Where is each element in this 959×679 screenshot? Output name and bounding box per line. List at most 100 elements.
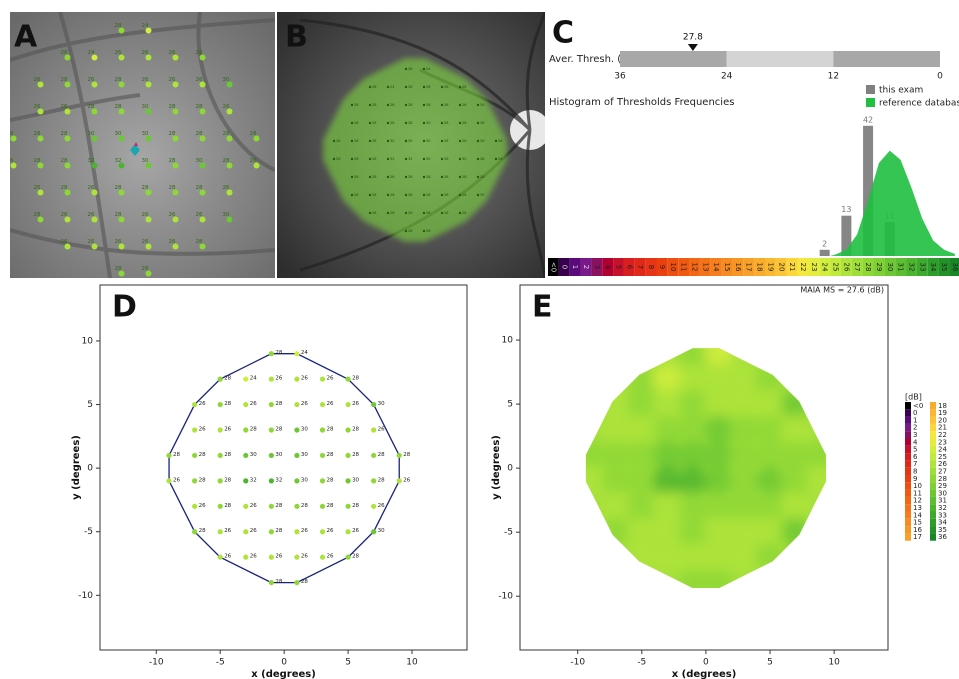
tick-label: 36 (614, 72, 626, 82)
point-label: 26 (250, 528, 257, 534)
threshold-value: 27.8 (683, 33, 703, 43)
contour-level (806, 465, 826, 496)
legend-label: 10 (913, 482, 922, 490)
contour-level (703, 348, 734, 368)
legend-label: 7 (913, 460, 917, 468)
stimulus-dot (404, 211, 408, 215)
test-point (345, 427, 351, 433)
legend-label: 24 (938, 446, 947, 454)
contour-level (652, 414, 683, 445)
contour-level (703, 517, 734, 548)
stimulus-dot (440, 139, 444, 143)
dot-label: 28 (408, 175, 412, 179)
legend-label: 17 (913, 533, 922, 541)
point-label: 28 (275, 503, 282, 509)
stimulus-dot (64, 108, 71, 115)
contour-level (626, 363, 657, 394)
legend-swatch (905, 467, 911, 475)
stimulus-dot (226, 189, 233, 196)
test-point (268, 529, 274, 535)
contour-level (678, 414, 709, 445)
test-point (319, 401, 326, 408)
test-point (268, 554, 274, 560)
overlay-b: 28 24 28 24 26 26 26 28 26 28 26 28 26 26 26 30 26 26 28 28… (323, 58, 507, 242)
dot-label: 28 (169, 185, 176, 191)
dot-label: 28 (408, 121, 412, 125)
stimulus-dot (118, 162, 125, 169)
legend-swatch (930, 482, 936, 490)
stimulus-dot (172, 189, 179, 196)
dot-label: 28 (196, 185, 203, 191)
stimulus-dot (440, 121, 444, 125)
x-axis-label: x (degrees) (251, 669, 316, 679)
stimulus-dot (37, 189, 44, 196)
histogram-bar (841, 215, 852, 256)
dot-label: 26 (34, 104, 41, 110)
contour-level (729, 440, 760, 471)
dot-label: 28 (61, 50, 68, 56)
stimulus-dot (145, 243, 152, 250)
scale-cell (678, 258, 690, 276)
contour-level (626, 389, 657, 420)
test-point (371, 478, 377, 484)
point-label: 28 (327, 452, 334, 458)
dot-label: 26 (462, 193, 466, 197)
dot-label: 26 (354, 121, 358, 125)
scale-label: 8 (647, 265, 655, 269)
stimulus-dot (118, 216, 125, 223)
scale-cell (634, 258, 646, 276)
test-point (268, 427, 274, 433)
contour-level (678, 363, 709, 394)
x-tick-label: 5 (767, 658, 773, 668)
stimulus-dot (494, 157, 498, 161)
stimulus-dot (350, 139, 354, 143)
test-point (243, 452, 249, 459)
dot-label: 28 (142, 266, 149, 272)
legend-label: 25 (938, 453, 947, 461)
test-point (217, 376, 223, 382)
legend-swatch (905, 518, 911, 527)
dot-label: 28 (408, 193, 412, 197)
legend-label: 2 (913, 424, 917, 432)
test-point (319, 427, 326, 433)
legend-label: 19 (938, 409, 947, 417)
stimulus-dot (476, 121, 480, 125)
legend-swatch (930, 423, 936, 432)
dot-label: 26 (196, 77, 203, 83)
point-label: 26 (224, 528, 231, 534)
panel-letter: B (285, 20, 308, 55)
point-label: 30 (250, 452, 257, 458)
dot-label: 32 (408, 157, 412, 161)
contour-level (601, 440, 632, 471)
panel-letter: A (14, 20, 38, 55)
dot-label: 26 (426, 85, 430, 89)
scale-label: 12 (690, 263, 698, 272)
legend-swatch (930, 460, 936, 468)
dot-label: 28 (61, 131, 68, 137)
stimulus-dot (404, 157, 408, 161)
stimulus-dot (253, 135, 260, 142)
scale-cell (721, 258, 733, 276)
dot-label: 26 (169, 50, 176, 56)
point-label: 26 (301, 401, 308, 407)
dot-label: 26 (372, 121, 376, 125)
test-point (294, 579, 300, 586)
test-point (217, 478, 223, 484)
legend-swatch (905, 453, 911, 461)
test-point (371, 401, 377, 408)
dot-label: 30 (390, 139, 394, 143)
stimulus-dot (145, 162, 152, 169)
scale-cell (840, 258, 852, 276)
point-label: 26 (173, 477, 180, 483)
scale-label: 7 (636, 265, 644, 269)
stimulus-dot (404, 175, 408, 179)
dot-label: 28 (390, 121, 394, 125)
test-point (192, 478, 198, 484)
test-point (243, 427, 249, 433)
stimulus-dot (404, 193, 408, 197)
test-point (268, 401, 274, 408)
contour-level (729, 542, 760, 573)
point-label: 26 (250, 554, 257, 560)
scale-label: 20 (777, 263, 785, 272)
dot-label: 26 (88, 185, 95, 191)
